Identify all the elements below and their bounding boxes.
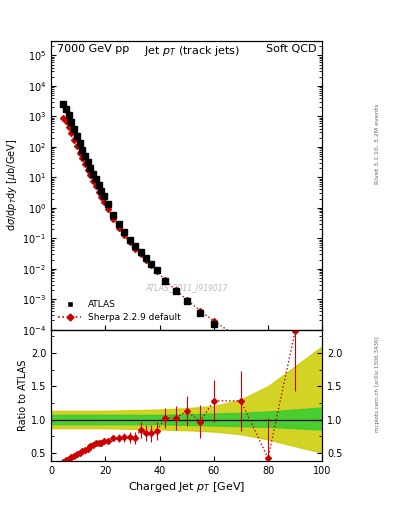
Text: Soft QCD: Soft QCD (266, 44, 317, 54)
Text: Jet $p_T$ (track jets): Jet $p_T$ (track jets) (144, 44, 240, 58)
X-axis label: Charged Jet $p_T$ [GeV]: Charged Jet $p_T$ [GeV] (128, 480, 245, 494)
Legend: ATLAS, Sherpa 2.2.9 default: ATLAS, Sherpa 2.2.9 default (55, 297, 184, 325)
Text: mcplots.cern.ch [arXiv:1306.3436]: mcplots.cern.ch [arXiv:1306.3436] (375, 336, 380, 432)
Text: Rivet 3.1.10, 3.2M events: Rivet 3.1.10, 3.2M events (375, 103, 380, 183)
Text: ATLAS_2011_I919017: ATLAS_2011_I919017 (145, 283, 228, 292)
Y-axis label: d$\sigma$/d$p_{T}$d$y$ [$\mu$b/GeV]: d$\sigma$/d$p_{T}$d$y$ [$\mu$b/GeV] (5, 139, 19, 231)
Text: 7000 GeV pp: 7000 GeV pp (57, 44, 129, 54)
Y-axis label: Ratio to ATLAS: Ratio to ATLAS (18, 359, 28, 431)
